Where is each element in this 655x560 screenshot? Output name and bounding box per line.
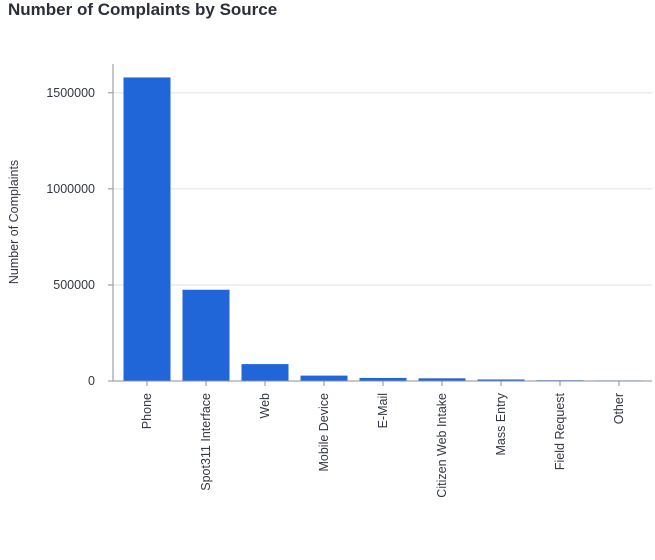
x-tick-label: Web (258, 393, 272, 419)
x-tick-label: Spot311 Interface (199, 393, 213, 491)
x-tick-label: Other (612, 393, 626, 424)
x-tick-label: Field Request (553, 392, 567, 470)
bar-spot311-interface[interactable] (182, 289, 230, 381)
y-tick-label: 1000000 (46, 182, 95, 196)
bar-mass-entry[interactable] (477, 379, 525, 381)
x-tick-labels: Phone Spot311 Interface Web Mobile Device E-… (140, 381, 626, 498)
x-tick-label: Phone (140, 393, 154, 429)
y-tick-label: 0 (88, 374, 95, 388)
x-tick-label: Citizen Web Intake (435, 393, 449, 498)
bar-e-mail[interactable] (359, 377, 407, 381)
bars (123, 77, 643, 382)
x-tick-label: E-Mail (376, 393, 390, 428)
bar-phone[interactable] (123, 77, 171, 381)
x-tick-label: Mass Entry (494, 392, 508, 455)
gridlines (113, 92, 652, 286)
x-tick-label: Mobile Device (317, 393, 331, 472)
bar-mobile-device[interactable] (300, 375, 348, 381)
chart-title: Number of Complaints by Source (8, 0, 278, 19)
y-tick-label: 1500000 (46, 86, 95, 100)
y-tick-label: 500000 (53, 278, 95, 292)
bar-citizen-web-intake[interactable] (418, 378, 466, 381)
bar-web[interactable] (241, 364, 289, 381)
y-tick-labels: 0 500000 1000000 1500000 (46, 86, 113, 388)
y-axis-title: Number of Complaints (7, 160, 21, 284)
